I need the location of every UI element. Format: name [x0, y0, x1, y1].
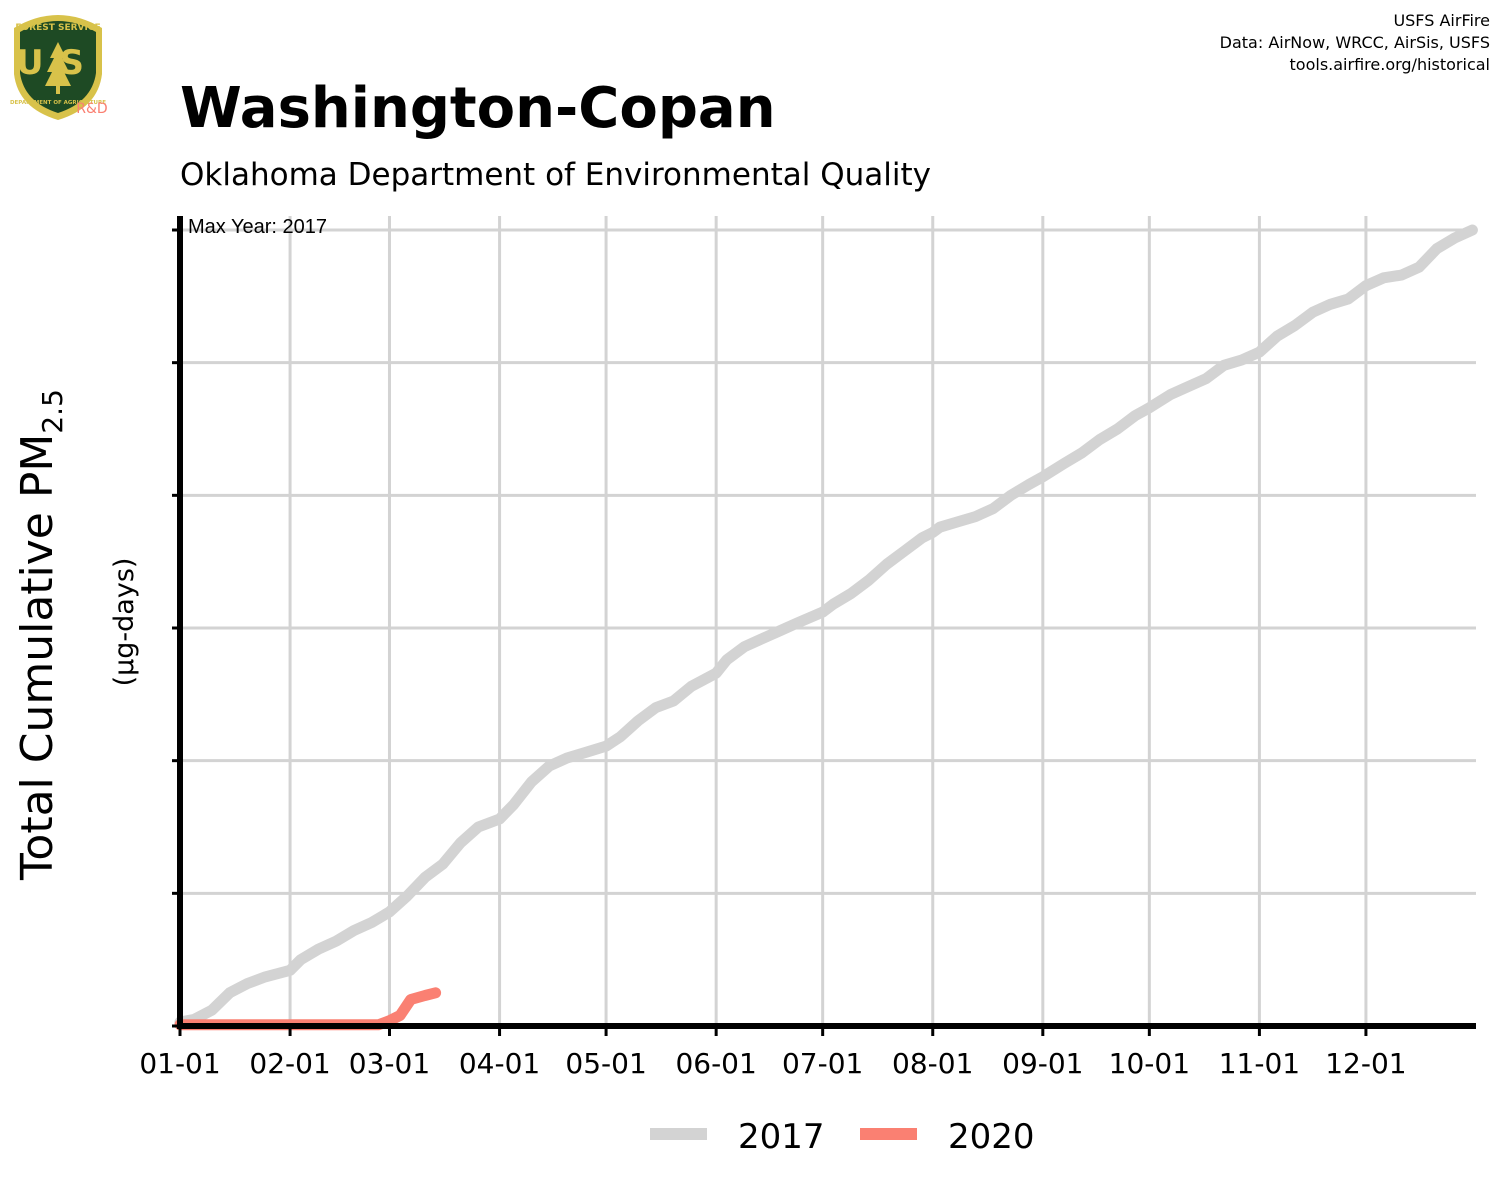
y-axis-label: Total Cumulative PM2.5	[12, 389, 69, 881]
credit-line-2: Data: AirNow, WRCC, AirSis, USFS	[1220, 33, 1490, 52]
legend-label-2017: 2017	[738, 1117, 825, 1157]
axes	[172, 216, 1476, 1036]
x-tick-labels: 01-01 02-01 03-01 04-01 05-01 06-01 07-01 08-01…	[139, 1047, 1406, 1080]
y-axis-label-sub: 2.5	[36, 389, 69, 434]
page-title: Washington-Copan	[180, 76, 776, 141]
x-tick-label: 01-01	[139, 1047, 220, 1080]
x-tick-label: 08-01	[892, 1047, 973, 1080]
x-tick-label: 07-01	[782, 1047, 863, 1080]
max-year-annotation: Max Year: 2017	[188, 216, 327, 238]
legend-label-2020: 2020	[948, 1117, 1035, 1157]
y-axis-label-main: Total Cumulative PM	[12, 434, 63, 881]
page-subtitle: Oklahoma Department of Environmental Qua…	[180, 157, 931, 193]
legend: 2017 2020	[650, 1117, 1035, 1157]
x-tick-label: 04-01	[459, 1047, 540, 1080]
x-tick-label: 03-01	[349, 1047, 430, 1080]
x-tick-label: 12-01	[1325, 1047, 1406, 1080]
series-line-2017	[174, 224, 1478, 1028]
credit-line-3: tools.airfire.org/historical	[1290, 55, 1490, 74]
usfs-shield-icon: FOREST SERVICE US DEPARTMENT OF AGRICULT…	[10, 15, 108, 120]
x-tick-label: 05-01	[565, 1047, 646, 1080]
x-tick-label: 10-01	[1109, 1047, 1190, 1080]
x-tick-label: 06-01	[675, 1047, 756, 1080]
x-tick-label: 11-01	[1219, 1047, 1300, 1080]
credit-line-1: USFS AirFire	[1393, 11, 1490, 30]
y-axis-units: (µg-days)	[109, 558, 140, 687]
x-tick-label: 09-01	[1002, 1047, 1083, 1080]
tree-icon	[45, 42, 71, 94]
logo-top-text: FOREST SERVICE	[15, 23, 100, 33]
x-tick-label: 02-01	[249, 1047, 330, 1080]
logo-bottom-text: DEPARTMENT OF AGRICULTURE	[10, 100, 106, 106]
logo-rd-text: R&D	[76, 101, 107, 117]
